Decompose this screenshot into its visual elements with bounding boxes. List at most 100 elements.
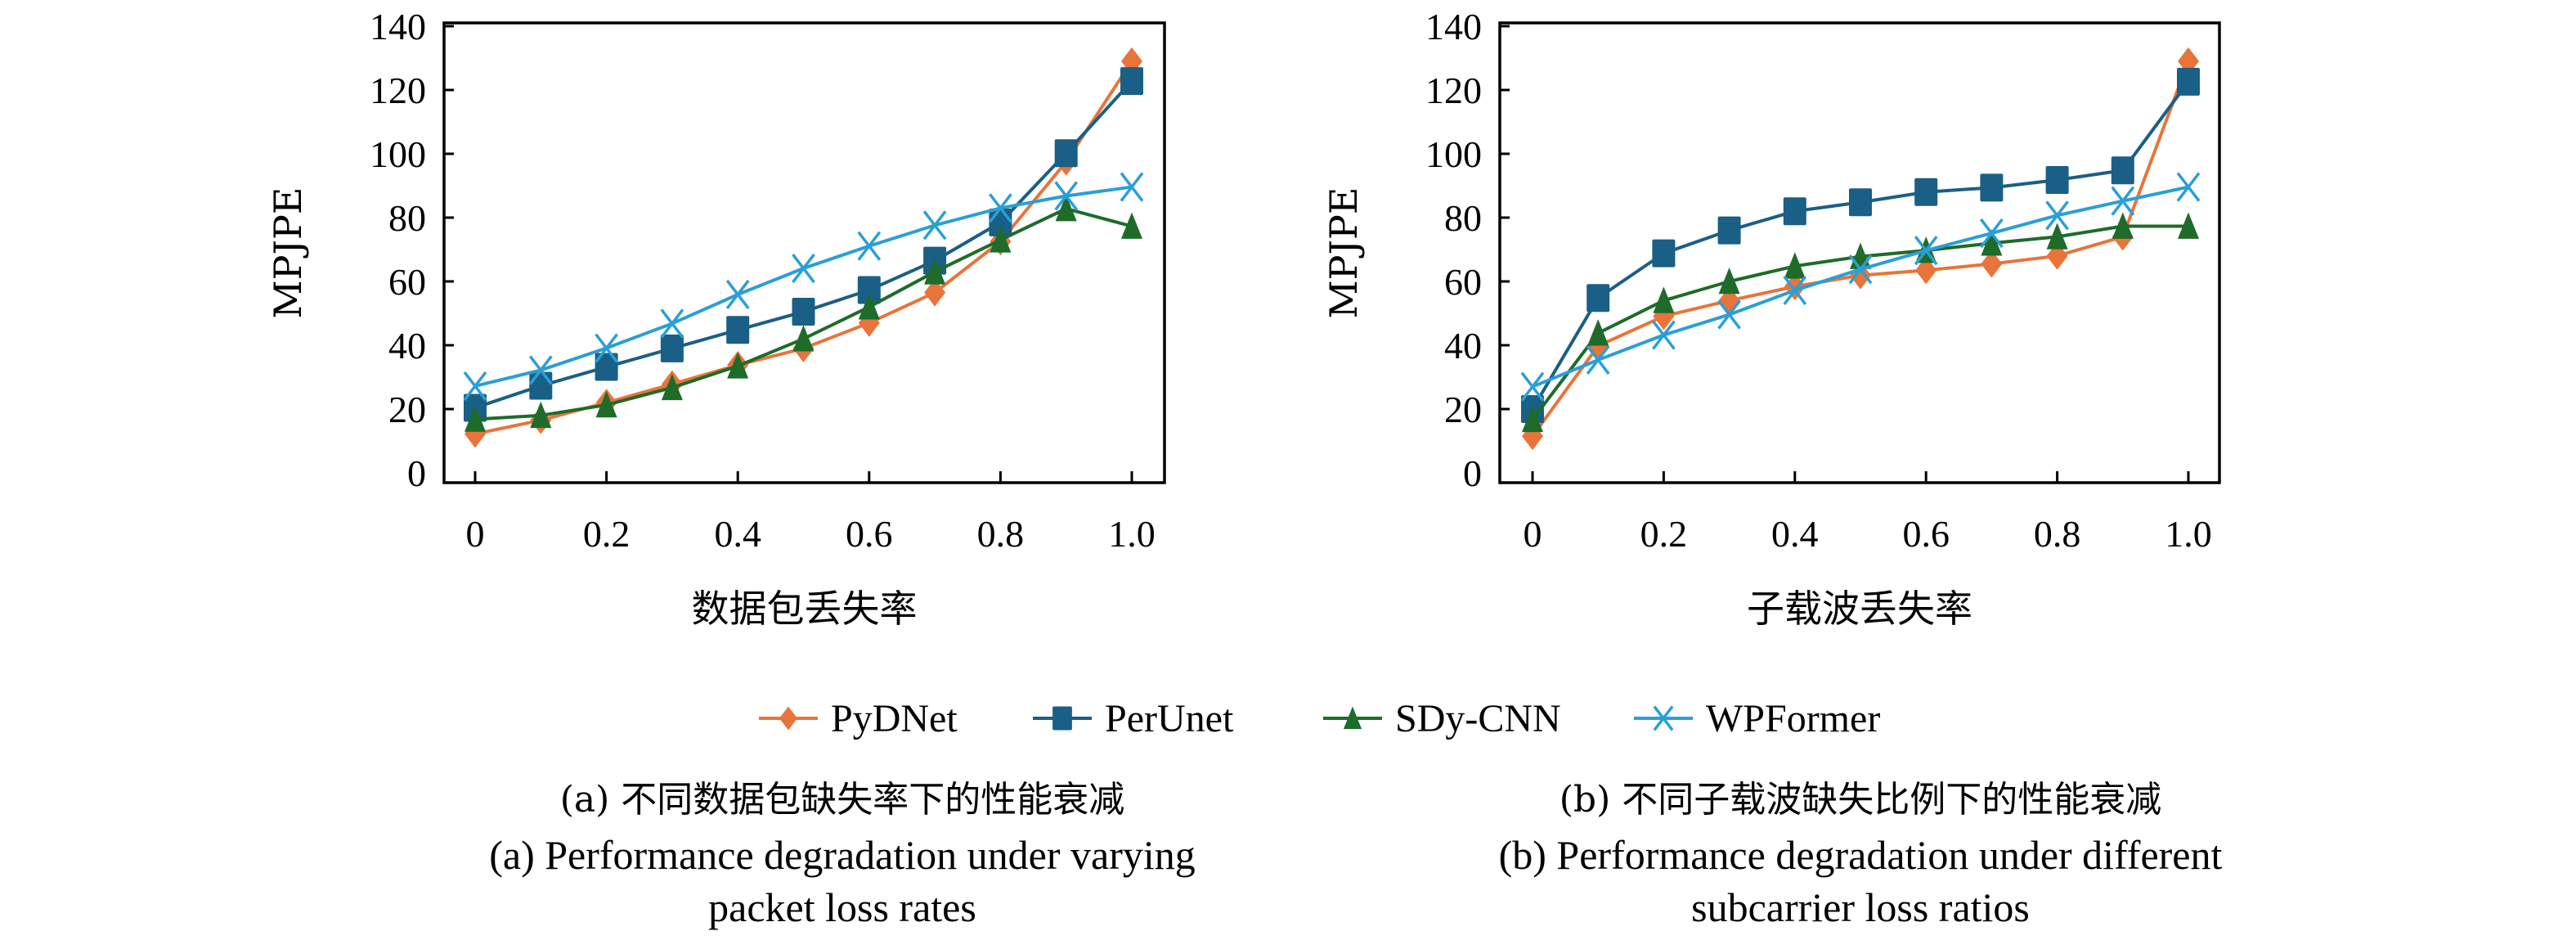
data-point-x <box>1586 344 1610 376</box>
x-axis-label-a: 数据包丢失率 <box>692 587 918 631</box>
caption-zh-a: (a) 不同数据包缺失率下的性能衰减 <box>560 779 1125 821</box>
data-point-triangle <box>595 390 617 418</box>
y-tick-label: 100 <box>370 133 426 175</box>
diamond-marker <box>779 706 798 731</box>
caption-en-line2-b: subcarrier loss ratios <box>1691 884 2030 930</box>
x-tick-label: 0.8 <box>977 513 1025 555</box>
y-tick-label: 140 <box>1425 6 1482 47</box>
caption-en-line1-a: (a) Performance degradation under varyin… <box>489 832 1196 878</box>
caption-zh-b: (b) 不同子载波缺失比例下的性能衰减 <box>1560 779 2161 821</box>
data-point-triangle <box>924 258 946 285</box>
y-tick-label: 40 <box>388 325 426 367</box>
x-axis-a: 0 0.2 0.4 0.6 0.8 1.0 <box>466 471 1156 555</box>
legend-item-pydnet: PyDNet <box>759 697 958 740</box>
legend-item-perunet: PerUnet <box>1033 697 1234 740</box>
y-tick-label: 0 <box>1463 452 1482 494</box>
x-marker-icon <box>1634 705 1693 731</box>
data-point-triangle <box>858 293 880 320</box>
data-point-diamond <box>924 278 946 307</box>
y-tick-label: 60 <box>388 261 426 303</box>
x-tick-label: 1.0 <box>1108 513 1156 555</box>
data-point-triangle <box>1522 405 1543 433</box>
data-point-x <box>595 333 618 363</box>
data-point-x <box>463 371 487 401</box>
data-point-square <box>1120 67 1143 96</box>
legend-item-wpformer: WPFormer <box>1634 697 1880 740</box>
legend-label: PyDNet <box>831 697 958 740</box>
square-marker-icon <box>1033 706 1092 731</box>
x-tick-label: 0 <box>466 513 485 555</box>
y-tick-label: 20 <box>1444 389 1482 430</box>
data-point-triangle <box>2046 223 2068 250</box>
data-point-x <box>857 231 882 261</box>
data-point-square <box>2045 165 2069 194</box>
y-tick-label: 20 <box>388 389 426 430</box>
data-point-triangle <box>1587 319 1609 346</box>
data-point-x <box>1520 371 1545 402</box>
data-point-x <box>2111 186 2135 216</box>
y-axis-label-a: MPJPE <box>266 187 310 318</box>
triangle-marker <box>1343 706 1362 730</box>
series-pydnet <box>464 47 1142 448</box>
x-tick-label: 0.6 <box>846 513 893 555</box>
data-point-triangle <box>1718 268 1740 295</box>
data-point-triangle <box>1055 195 1077 222</box>
plot-frame-a <box>442 21 1166 484</box>
data-point-square <box>529 371 553 400</box>
legend-label: SDy-CNN <box>1395 697 1561 740</box>
x-axis-b: 0 0.2 0.4 0.6 0.8 1.0 <box>1524 471 2212 555</box>
y-tick-label: 60 <box>1444 261 1482 303</box>
data-point-x <box>1120 172 1144 202</box>
series-perunet <box>464 67 1143 422</box>
chart-panel-b: 0 20 40 60 80 100 120 140 0 0.2 0.4 0.6 0.8 1.0 MPJP… <box>1322 6 2223 930</box>
y-tick-label: 140 <box>370 6 426 47</box>
data-point-square <box>2111 156 2134 185</box>
data-point-square <box>1783 197 1806 226</box>
legend-label: WPFormer <box>1706 697 1880 740</box>
triangle-marker-icon <box>1323 706 1382 730</box>
data-point-square <box>1586 284 1610 313</box>
data-point-square <box>792 298 815 326</box>
data-point-x <box>725 279 750 310</box>
data-point-x <box>989 193 1012 223</box>
data-point-x <box>528 355 553 385</box>
data-point-triangle <box>792 325 815 352</box>
data-point-x <box>2045 200 2069 231</box>
series-perunet <box>1521 67 2200 423</box>
x-tick-label: 0.4 <box>714 513 761 555</box>
data-point-triangle <box>530 401 552 429</box>
legend-label: PerUnet <box>1105 697 1234 740</box>
series-layer-b <box>1520 47 2201 451</box>
square-marker <box>1052 706 1072 731</box>
x-tick-label: 0.6 <box>1902 513 1950 555</box>
data-point-x <box>1054 181 1079 211</box>
data-point-square <box>1054 139 1078 168</box>
data-point-square <box>595 353 618 381</box>
x-tick-label: 0.2 <box>1640 513 1688 555</box>
caption-en-line2-a: packet loss rates <box>708 884 976 930</box>
data-point-x <box>792 253 815 284</box>
data-point-x <box>1848 254 1873 285</box>
data-point-square <box>1914 178 1938 206</box>
data-point-square <box>2177 67 2200 96</box>
data-point-square <box>660 334 684 362</box>
x-tick-label: 1.0 <box>2165 513 2212 555</box>
plot-frame-b <box>1498 21 2221 484</box>
y-tick-label: 120 <box>370 70 426 111</box>
y-tick-label: 80 <box>1444 197 1482 239</box>
series-sdy-cnn <box>464 195 1142 432</box>
data-point-triangle <box>727 352 749 379</box>
data-point-triangle <box>1784 252 1806 279</box>
data-point-diamond <box>1915 256 1937 285</box>
x-axis-label-b: 子载波丢失率 <box>1747 587 1972 631</box>
data-point-square <box>726 316 750 344</box>
data-point-triangle <box>1981 229 2003 256</box>
y-axis-a: 0 20 40 60 80 100 120 140 <box>370 6 454 494</box>
data-point-x <box>1783 275 1807 305</box>
data-point-diamond <box>1981 250 2003 278</box>
data-point-triangle <box>661 373 683 401</box>
data-point-x <box>1980 218 2004 249</box>
x-tick-label: 0.8 <box>2034 513 2081 555</box>
data-point-x <box>2176 172 2201 202</box>
series-wpformer <box>1520 172 2201 402</box>
